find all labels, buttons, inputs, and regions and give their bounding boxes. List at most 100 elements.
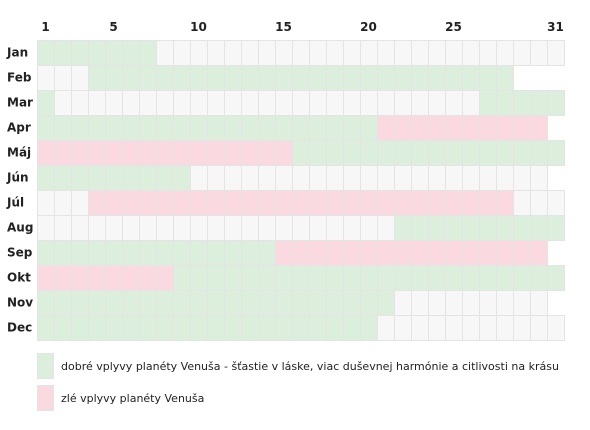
day-cell-neutral xyxy=(513,40,531,66)
month-label: Okt xyxy=(7,271,31,285)
day-cell-neutral xyxy=(292,90,310,116)
day-cell-good xyxy=(343,265,361,291)
day-cell-good xyxy=(428,265,446,291)
day-cell-good xyxy=(530,90,548,116)
day-cell-bad xyxy=(156,140,174,166)
day-cell-good xyxy=(139,240,157,266)
day-cell-neutral xyxy=(37,215,55,241)
day-cell-good xyxy=(122,315,140,341)
day-cell-good xyxy=(139,40,157,66)
day-cell-good xyxy=(292,115,310,141)
day-cell-neutral xyxy=(71,215,89,241)
day-cell-bad xyxy=(173,190,191,216)
month-label: Jan xyxy=(6,46,28,60)
day-cell-good xyxy=(156,240,174,266)
day-cell-neutral xyxy=(411,90,429,116)
day-cell-bad xyxy=(462,190,480,216)
day-cell-good xyxy=(88,40,106,66)
day-cell-good xyxy=(428,215,446,241)
day-cell-bad xyxy=(105,190,123,216)
day-cell-good xyxy=(173,290,191,316)
day-cell-bad xyxy=(326,240,344,266)
day-tick-label: 31 xyxy=(547,20,564,34)
day-cell-good xyxy=(326,290,344,316)
day-cell-neutral xyxy=(462,40,480,66)
day-cell-neutral xyxy=(207,165,225,191)
day-tick-label: 10 xyxy=(190,20,207,34)
day-cell-good xyxy=(377,265,395,291)
day-cell-good xyxy=(258,265,276,291)
day-cell-bad xyxy=(71,265,89,291)
day-cell-good xyxy=(105,240,123,266)
day-cell-good xyxy=(360,115,378,141)
month-label: Sep xyxy=(7,246,33,260)
day-cell-good xyxy=(88,115,106,141)
day-cell-bad xyxy=(173,140,191,166)
day-cell-neutral xyxy=(479,165,497,191)
day-cell-good xyxy=(394,215,412,241)
day-cell-neutral xyxy=(88,215,106,241)
day-cell-neutral xyxy=(156,215,174,241)
day-cell-neutral xyxy=(343,90,361,116)
day-cell-good xyxy=(71,115,89,141)
day-cell-neutral xyxy=(462,165,480,191)
day-cell-good xyxy=(275,290,293,316)
day-cell-good xyxy=(326,140,344,166)
day-cell-neutral xyxy=(462,90,480,116)
day-cell-bad xyxy=(88,190,106,216)
day-cell-bad xyxy=(343,190,361,216)
day-cell-good xyxy=(54,115,72,141)
day-cell-good xyxy=(513,90,531,116)
day-cell-bad xyxy=(462,115,480,141)
day-cell-good xyxy=(207,115,225,141)
day-cell-neutral xyxy=(394,90,412,116)
month-label: Máj xyxy=(7,146,31,160)
day-cell-good xyxy=(54,315,72,341)
day-cell-good xyxy=(479,265,497,291)
day-cell-good xyxy=(88,315,106,341)
day-cell-good xyxy=(37,290,55,316)
day-cell-good xyxy=(445,140,463,166)
day-cell-bad xyxy=(71,140,89,166)
day-cell-good xyxy=(411,265,429,291)
day-cell-neutral xyxy=(105,215,123,241)
day-cell-bad xyxy=(139,265,157,291)
day-cell-good xyxy=(377,65,395,91)
day-cell-neutral xyxy=(156,40,174,66)
day-cell-good xyxy=(292,265,310,291)
day-cell-neutral xyxy=(394,315,412,341)
day-cell-neutral xyxy=(462,290,480,316)
day-cell-bad xyxy=(496,190,514,216)
day-cell-good xyxy=(479,140,497,166)
day-cell-neutral xyxy=(326,90,344,116)
day-cell-neutral xyxy=(275,215,293,241)
day-cell-neutral xyxy=(190,90,208,116)
day-cell-neutral xyxy=(122,90,140,116)
day-cell-bad xyxy=(530,240,548,266)
day-cell-neutral xyxy=(360,215,378,241)
day-cell-neutral xyxy=(309,215,327,241)
day-cell-bad xyxy=(462,240,480,266)
legend-label-bad: zlé vplyvy planéty Venuša xyxy=(61,391,205,405)
day-cell-neutral xyxy=(479,315,497,341)
day-cell-good xyxy=(377,290,395,316)
day-cell-good xyxy=(428,140,446,166)
day-cell-neutral xyxy=(445,40,463,66)
day-cell-neutral xyxy=(275,40,293,66)
day-cell-neutral xyxy=(54,90,72,116)
day-cell-neutral xyxy=(326,215,344,241)
day-cell-bad xyxy=(54,140,72,166)
day-cell-neutral xyxy=(377,90,395,116)
day-cell-good xyxy=(190,240,208,266)
day-cell-good xyxy=(275,115,293,141)
day-cell-neutral xyxy=(513,165,531,191)
day-cell-good xyxy=(156,165,174,191)
legend-label-good: dobré vplyvy planéty Venuša - šťastie v … xyxy=(61,359,559,373)
day-cell-good xyxy=(37,40,55,66)
day-cell-good xyxy=(394,265,412,291)
month-label: Apr xyxy=(7,121,31,135)
day-cell-neutral xyxy=(173,215,191,241)
day-cell-good xyxy=(343,140,361,166)
day-cell-good xyxy=(326,65,344,91)
day-cell-bad xyxy=(139,140,157,166)
